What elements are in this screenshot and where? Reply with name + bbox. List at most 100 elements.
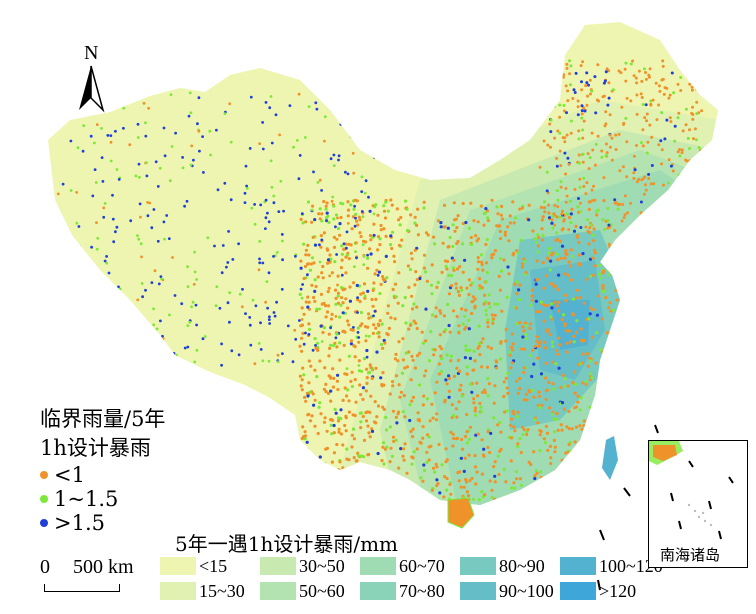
risk-point	[556, 198, 560, 202]
risk-point	[186, 265, 189, 269]
risk-point	[114, 230, 117, 234]
risk-point	[344, 271, 348, 275]
risk-point	[482, 302, 486, 306]
risk-point	[115, 225, 119, 229]
risk-point	[352, 437, 356, 441]
risk-point	[215, 285, 219, 289]
risk-point	[502, 258, 506, 262]
risk-point	[690, 111, 694, 115]
risk-point	[276, 353, 280, 357]
risk-point	[575, 319, 579, 323]
risk-point	[604, 110, 608, 114]
risk-point	[299, 324, 303, 328]
risk-point	[553, 300, 557, 304]
risk-point	[357, 359, 361, 363]
risk-point	[559, 423, 563, 427]
risk-point	[104, 286, 108, 289]
risk-point	[340, 273, 344, 277]
risk-point	[447, 395, 451, 399]
risk-point	[136, 234, 139, 238]
risk-point	[562, 104, 566, 107]
risk-point	[472, 368, 476, 372]
risk-point	[480, 286, 484, 290]
risk-point	[279, 179, 283, 183]
risk-point	[581, 361, 585, 365]
risk-point	[366, 266, 370, 270]
risk-point	[584, 379, 588, 384]
risk-point	[560, 463, 564, 467]
risk-point	[313, 278, 317, 282]
point-legend-label: <1	[54, 463, 85, 487]
risk-point	[522, 428, 526, 432]
risk-point	[360, 210, 364, 213]
risk-point	[374, 326, 378, 330]
risk-point	[573, 370, 577, 374]
risk-point	[377, 270, 381, 274]
risk-point	[407, 285, 411, 289]
risk-point	[512, 425, 516, 429]
risk-point	[552, 212, 556, 216]
risk-point	[635, 93, 639, 97]
risk-point	[607, 306, 611, 310]
risk-point	[346, 208, 351, 212]
risk-point	[444, 378, 448, 382]
risk-point	[410, 354, 414, 358]
risk-point	[601, 218, 605, 222]
risk-point	[553, 430, 557, 434]
risk-point	[327, 304, 331, 308]
risk-point	[580, 338, 584, 342]
risk-point	[556, 352, 560, 356]
risk-point	[394, 374, 399, 378]
risk-point	[113, 293, 117, 297]
risk-point	[567, 442, 571, 447]
scale-bar-labels: 0 500 km	[40, 556, 134, 579]
risk-point	[424, 231, 429, 235]
risk-point	[475, 470, 479, 474]
risk-point	[390, 482, 394, 486]
risk-point	[612, 365, 616, 369]
risk-point	[393, 260, 397, 264]
risk-point	[374, 366, 378, 370]
risk-point	[131, 308, 135, 312]
risk-point	[366, 424, 370, 428]
risk-point	[337, 416, 341, 420]
risk-point	[575, 235, 579, 239]
risk-point	[443, 400, 447, 404]
risk-point	[305, 473, 309, 477]
risk-point	[434, 462, 438, 466]
risk-point	[78, 276, 82, 280]
risk-point	[611, 308, 615, 312]
risk-point	[49, 171, 52, 175]
risk-point	[143, 94, 147, 98]
risk-point	[327, 286, 331, 290]
risk-point	[361, 414, 365, 419]
risk-point	[330, 312, 334, 316]
risk-point	[258, 240, 262, 243]
risk-point	[410, 399, 414, 403]
risk-point	[486, 394, 490, 398]
risk-point	[409, 378, 413, 382]
color-swatch-icon	[260, 582, 296, 600]
risk-point	[336, 468, 341, 472]
risk-point	[345, 230, 349, 234]
risk-point	[455, 314, 459, 319]
risk-point	[397, 340, 401, 344]
risk-point	[454, 282, 458, 286]
risk-point	[496, 212, 500, 216]
risk-point	[464, 325, 468, 329]
risk-point	[306, 273, 309, 277]
risk-point	[468, 348, 472, 352]
risk-point	[580, 80, 583, 84]
risk-point	[700, 86, 704, 90]
risk-point	[567, 484, 571, 488]
inset-map	[649, 441, 734, 540]
risk-point	[231, 258, 235, 261]
risk-point	[559, 256, 563, 260]
risk-point	[437, 442, 441, 447]
risk-point	[593, 251, 598, 255]
risk-point	[455, 366, 459, 370]
risk-point	[329, 317, 334, 321]
risk-point	[579, 64, 583, 68]
risk-point	[99, 360, 103, 363]
risk-point	[352, 344, 356, 348]
